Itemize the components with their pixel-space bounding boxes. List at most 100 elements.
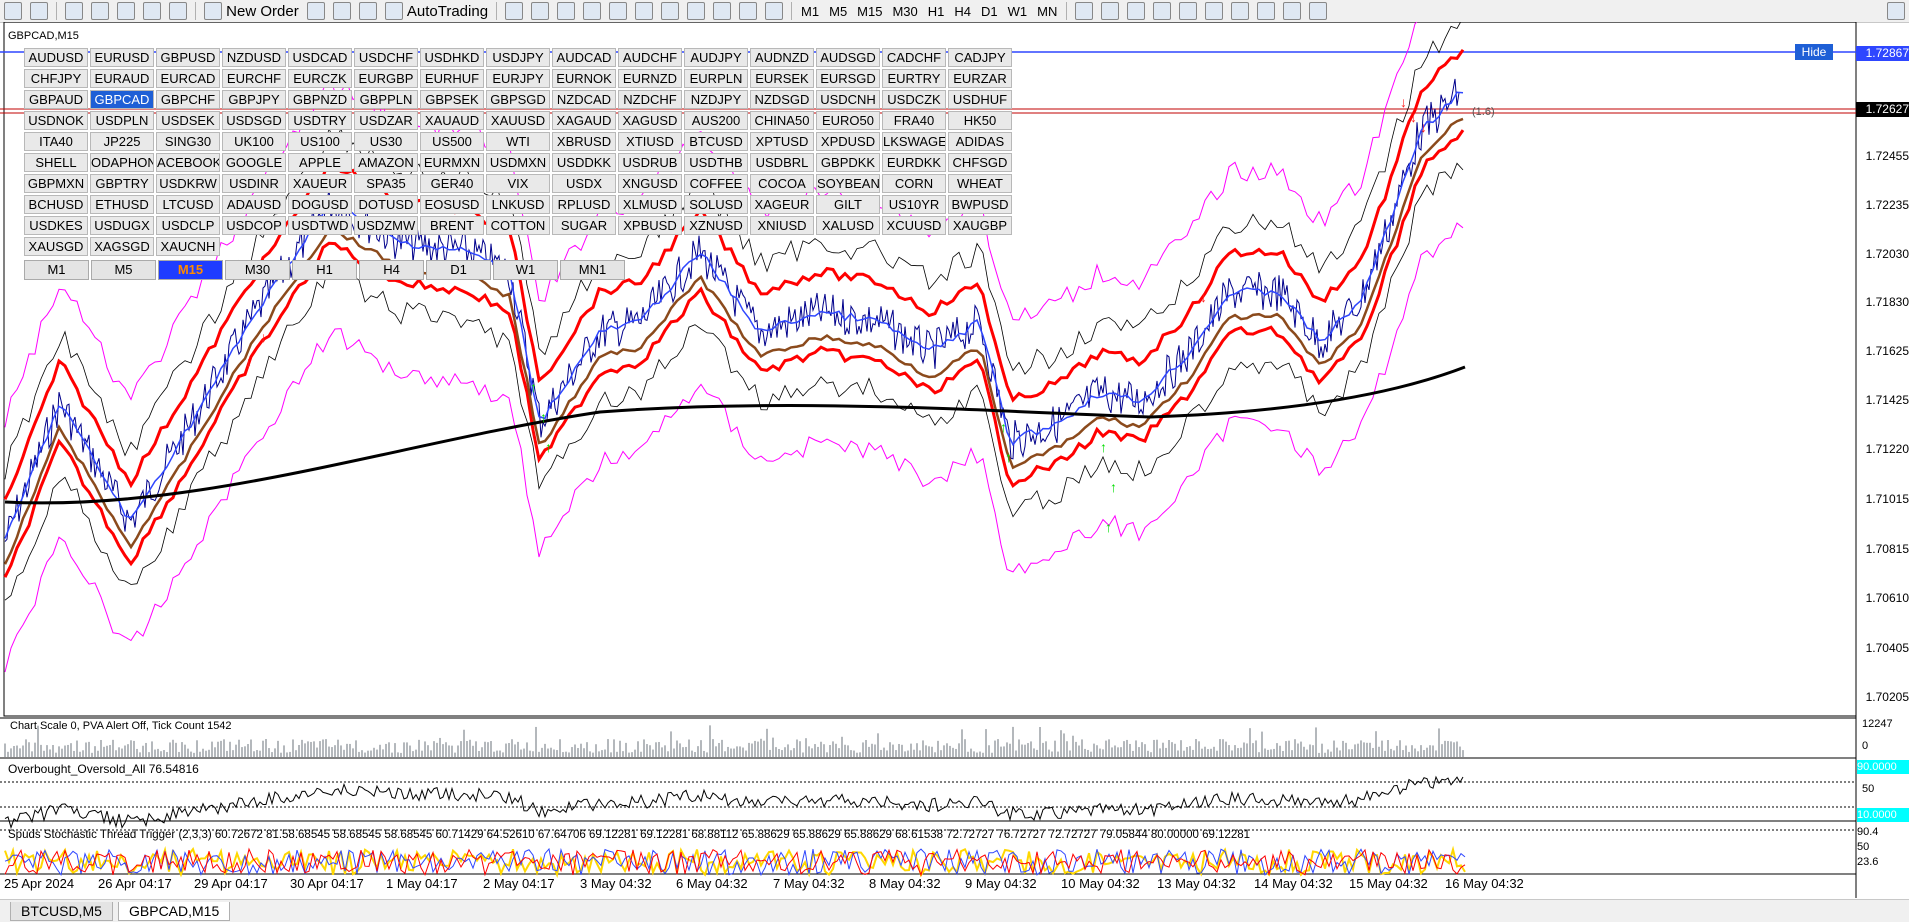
symbol-button[interactable]: SING30 — [156, 132, 220, 151]
symbol-button[interactable]: XAUGBP — [948, 216, 1012, 235]
symbol-button[interactable]: CHFJPY — [24, 69, 88, 88]
symbol-button[interactable]: USDUGX — [90, 216, 154, 235]
tf-m1[interactable]: M1 — [801, 3, 820, 19]
market-button[interactable] — [356, 1, 380, 21]
symbol-button[interactable]: GILT — [816, 195, 880, 214]
search-button[interactable] — [1884, 1, 1908, 21]
symbol-button[interactable]: GBPJPY — [222, 90, 286, 109]
symbol-button[interactable]: EURCAD — [156, 69, 220, 88]
symbol-button[interactable]: EURNOK — [552, 69, 616, 88]
vline-button[interactable] — [1124, 1, 1148, 21]
periods-button[interactable] — [736, 1, 760, 21]
timeframe-button[interactable]: W1 — [493, 260, 558, 280]
symbol-button[interactable]: AUDNZD — [750, 48, 814, 67]
hide-panel-button[interactable]: Hide — [1795, 44, 1833, 60]
symbol-button[interactable]: EURMXN — [420, 153, 484, 172]
label-button[interactable] — [1280, 1, 1304, 21]
symbol-button[interactable]: NZDCHF — [618, 90, 682, 109]
symbol-button[interactable]: SPA35 — [354, 174, 418, 193]
symbol-button[interactable]: GBPCHF — [156, 90, 220, 109]
symbol-button[interactable]: FRA40 — [882, 111, 946, 130]
symbol-button[interactable]: ODAPHONE — [90, 153, 154, 172]
cursor-button[interactable] — [1072, 1, 1096, 21]
tf-h1[interactable]: H1 — [927, 3, 945, 19]
new-chart-button[interactable] — [1, 1, 25, 21]
symbol-button[interactable]: EURAUD — [90, 69, 154, 88]
symbol-button[interactable]: USDMXN — [486, 153, 550, 172]
symbol-button[interactable]: EURO50 — [816, 111, 880, 130]
profiles-button[interactable] — [27, 1, 51, 21]
symbol-button[interactable]: CHINA50 — [750, 111, 814, 130]
favorites-button[interactable] — [114, 1, 138, 21]
hline-button[interactable] — [1150, 1, 1174, 21]
symbol-button[interactable]: EURDKK — [882, 153, 946, 172]
tf-m30[interactable]: M30 — [892, 3, 918, 19]
chart-area[interactable]: ↑↑↑↑↑↑↑↑↓↓↓↓↓↓↓ — [0, 22, 1909, 898]
symbol-button[interactable]: XPDUSD — [816, 132, 880, 151]
autoscroll-button[interactable] — [658, 1, 682, 21]
symbol-button[interactable]: LNKUSD — [486, 195, 550, 214]
symbol-button[interactable]: HK50 — [948, 111, 1012, 130]
symbol-button[interactable]: CHFSGD — [948, 153, 1012, 172]
symbol-button[interactable]: GBPAUD — [24, 90, 88, 109]
tile-windows-button[interactable] — [632, 1, 656, 21]
symbol-button[interactable]: XZNUSD — [684, 216, 748, 235]
symbol-button[interactable]: GBPNZD — [288, 90, 352, 109]
symbol-button[interactable]: USDKES — [24, 216, 88, 235]
symbol-button[interactable]: USDTRY — [288, 111, 352, 130]
zoom-out-button[interactable] — [606, 1, 630, 21]
symbol-button[interactable]: XAGEUR — [750, 195, 814, 214]
symbol-button[interactable]: CADCHF — [882, 48, 946, 67]
symbol-button[interactable]: USDCNH — [816, 90, 880, 109]
symbol-button[interactable]: US30 — [354, 132, 418, 151]
symbol-button[interactable]: USDBRL — [750, 153, 814, 172]
symbol-button[interactable]: LKSWAGE — [882, 132, 946, 151]
timeframe-button[interactable]: MN1 — [560, 260, 625, 280]
timeframe-button[interactable]: M30 — [225, 260, 290, 280]
templates-button[interactable] — [762, 1, 786, 21]
symbol-button[interactable]: XTIUSD — [618, 132, 682, 151]
symbol-button[interactable]: XPBUSD — [618, 216, 682, 235]
symbol-button[interactable]: USDSEK — [156, 111, 220, 130]
timeframe-button[interactable]: M15 — [158, 260, 223, 280]
symbol-button[interactable]: EURUSD — [90, 48, 154, 67]
symbol-button[interactable]: EURCHF — [222, 69, 286, 88]
symbol-button[interactable]: GBPDKK — [816, 153, 880, 172]
channel-button[interactable] — [1202, 1, 1226, 21]
chart-shift-button[interactable] — [684, 1, 708, 21]
symbol-button[interactable]: AUDJPY — [684, 48, 748, 67]
symbol-button[interactable]: USDPLN — [90, 111, 154, 130]
timeframe-button[interactable]: H1 — [292, 260, 357, 280]
symbol-button[interactable]: GBPSGD — [486, 90, 550, 109]
timeframe-button[interactable]: H4 — [359, 260, 424, 280]
symbol-button[interactable]: USDCLP — [156, 216, 220, 235]
timeframe-button[interactable]: D1 — [426, 260, 491, 280]
zoom-in-button[interactable] — [580, 1, 604, 21]
symbol-button[interactable]: USDKRW — [156, 174, 220, 193]
indicators-button[interactable] — [710, 1, 734, 21]
price-chart[interactable]: ↑↑↑↑↑↑↑↑↓↓↓↓↓↓↓ — [0, 22, 1909, 898]
arrows-button[interactable] — [1306, 1, 1330, 21]
symbol-button[interactable]: AUDCHF — [618, 48, 682, 67]
symbol-button[interactable]: GBPUSD — [156, 48, 220, 67]
symbol-button[interactable]: AUDUSD — [24, 48, 88, 67]
symbol-button[interactable]: XPTUSD — [750, 132, 814, 151]
symbol-button[interactable]: USDHUF — [948, 90, 1012, 109]
symbol-button[interactable]: USDZMW — [354, 216, 418, 235]
symbol-button[interactable]: EURGBP — [354, 69, 418, 88]
symbol-button[interactable]: XALUSD — [816, 216, 880, 235]
symbol-button[interactable]: SHELL — [24, 153, 88, 172]
symbol-button[interactable]: USDDKK — [552, 153, 616, 172]
symbol-button[interactable]: US100 — [288, 132, 352, 151]
symbol-button[interactable]: XBRUSD — [552, 132, 616, 151]
tab-gbpcad-m15[interactable]: GBPCAD,M15 — [118, 902, 231, 921]
signals-button[interactable] — [330, 1, 354, 21]
new-order-button[interactable]: New Order — [201, 1, 302, 21]
tf-w1[interactable]: W1 — [1007, 3, 1028, 19]
symbol-button[interactable]: XAGSGD — [90, 237, 154, 256]
symbol-button[interactable]: EURNZD — [618, 69, 682, 88]
symbol-button[interactable]: EURHUF — [420, 69, 484, 88]
symbol-button[interactable]: NZDSGD — [750, 90, 814, 109]
candle-chart-button[interactable] — [528, 1, 552, 21]
symbol-button[interactable]: EURZAR — [948, 69, 1012, 88]
